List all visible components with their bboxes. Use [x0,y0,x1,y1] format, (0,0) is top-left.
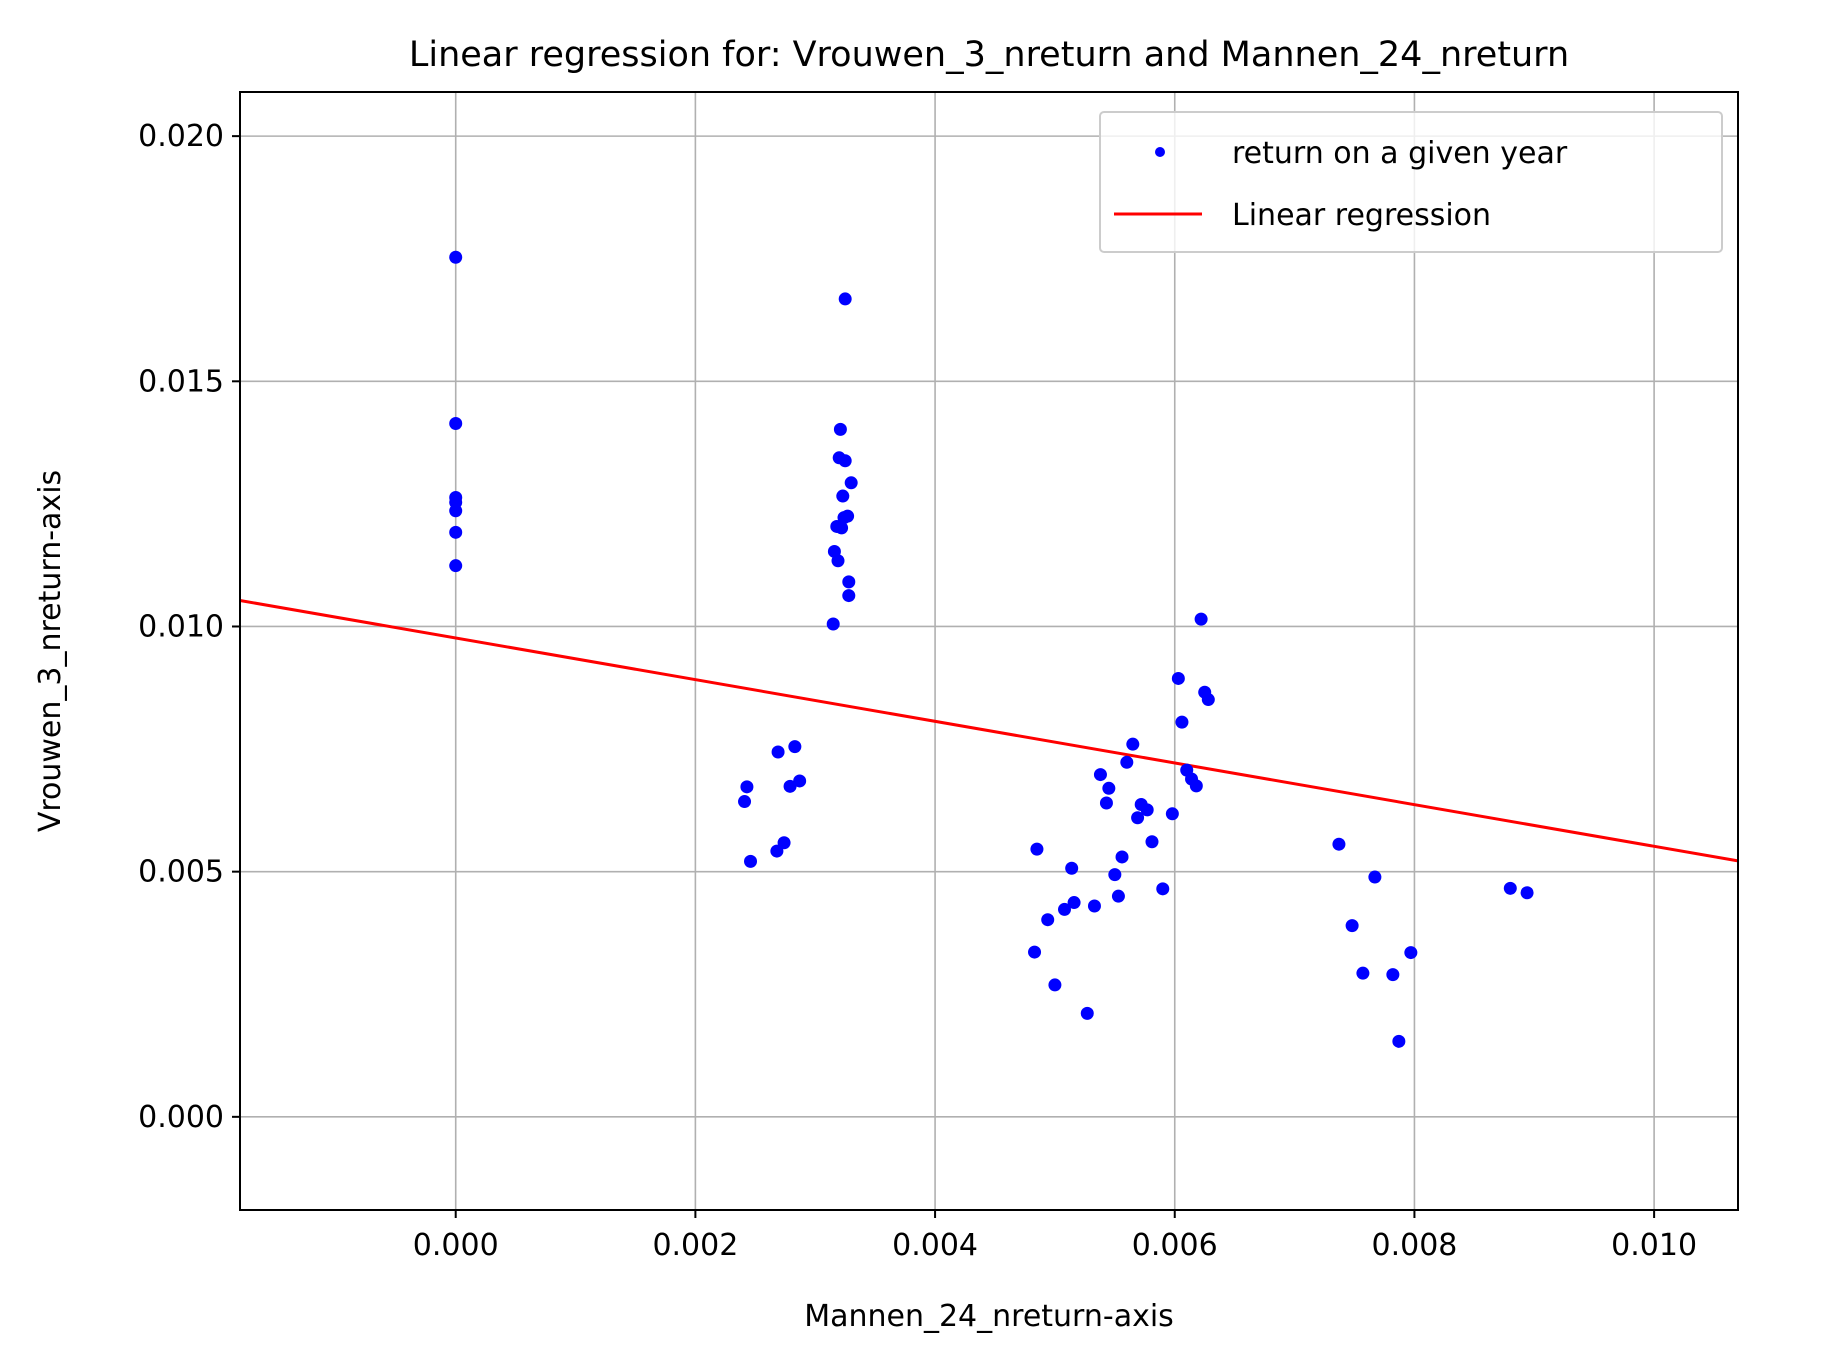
plot-data [239,250,1739,1048]
scatter-point [835,521,849,535]
scatter-point [1520,886,1534,900]
scatter-point [844,476,858,490]
scatter-point [744,854,758,868]
scatter-point [1057,902,1071,916]
scatter-point [1404,946,1418,960]
scatter-point [1080,1006,1094,1020]
y-tick-label: 0.005 [138,855,224,890]
scatter-point [1067,896,1081,910]
scatter-point [1099,796,1113,810]
scatter-point [449,250,463,264]
scatter-point [1115,850,1129,864]
x-tick-label: 0.000 [413,1228,499,1263]
scatter-point [788,740,802,754]
y-tick-label: 0.015 [138,364,224,399]
y-axis-label: Vrouwen_3_nreturn-axis [33,470,68,832]
scatter-point [1503,881,1517,895]
scatter-point [1386,968,1400,982]
scatter-point [833,422,847,436]
scatter-point [1171,671,1185,685]
y-tick-label: 0.020 [138,119,224,154]
scatter-point [449,504,463,518]
plot-frame [239,91,1739,1211]
scatter-point [1102,781,1116,795]
scatter-point [1028,945,1042,959]
scatter-point [793,774,807,788]
scatter-point [1345,919,1359,933]
x-tick-label: 0.010 [1611,1228,1697,1263]
scatter-point [1093,768,1107,782]
scatter-point [1392,1034,1406,1048]
scatter-point [1087,899,1101,913]
legend-label-line: Linear regression [1232,198,1491,233]
scatter-point [1175,715,1189,729]
scatter-point [783,779,797,793]
y-tick-label: 0.010 [138,609,224,644]
scatter-point [1140,803,1154,817]
scatter-point [836,489,850,503]
scatter-point [1065,861,1079,875]
scatter-point [838,454,852,468]
scatter-point [1120,755,1134,769]
scatter-point [842,589,856,603]
scatter-point [1189,779,1203,793]
scatter-point [1165,807,1179,821]
scatter-point [842,575,856,589]
regression-line [239,599,1739,863]
scatter-point [449,525,463,539]
scatter-point [1194,612,1208,626]
scatter-point [1201,693,1215,707]
scatter-point [1041,913,1055,927]
chart-title: Linear regression for: Vrouwen_3_nreturn… [409,35,1569,75]
ticks: 0.000 0.002 0.004 0.006 0.008 0.010 0.000 0.005… [138,119,1697,1263]
legend: return on a given year Linear regression [1099,111,1723,253]
scatter-point [1048,978,1062,992]
scatter-point [1156,882,1170,896]
x-tick-label: 0.008 [1371,1228,1457,1263]
scatter-point [1030,842,1044,856]
x-tick-label: 0.004 [892,1228,978,1263]
scatter-point [1368,870,1382,884]
scatter-point [771,745,785,759]
scatter-point [449,559,463,573]
legend-label-scatter: return on a given year [1232,136,1568,171]
scatter-point [1332,837,1346,851]
x-tick-label: 0.006 [1132,1228,1218,1263]
scatter-point [449,416,463,430]
scatter-point [837,511,851,525]
scatter-point [738,795,752,809]
legend-box [1099,111,1723,253]
legend-marker-scatter [1155,147,1165,157]
scatter-point [826,617,840,631]
x-axis-label: Mannen_24_nreturn-axis [804,1299,1174,1334]
scatter-point [1111,889,1125,903]
scatter-point [1131,811,1145,825]
y-tick-label: 0.000 [138,1100,224,1135]
scatter-point [1145,835,1159,849]
scatter-point [1356,966,1370,980]
scatter-point [831,554,845,568]
scatter-point [1126,737,1140,751]
scatter-point [838,292,852,306]
x-tick-label: 0.002 [652,1228,738,1263]
scatter-point [770,844,784,858]
scatter-point [740,780,754,794]
scatter-point [1108,868,1122,882]
